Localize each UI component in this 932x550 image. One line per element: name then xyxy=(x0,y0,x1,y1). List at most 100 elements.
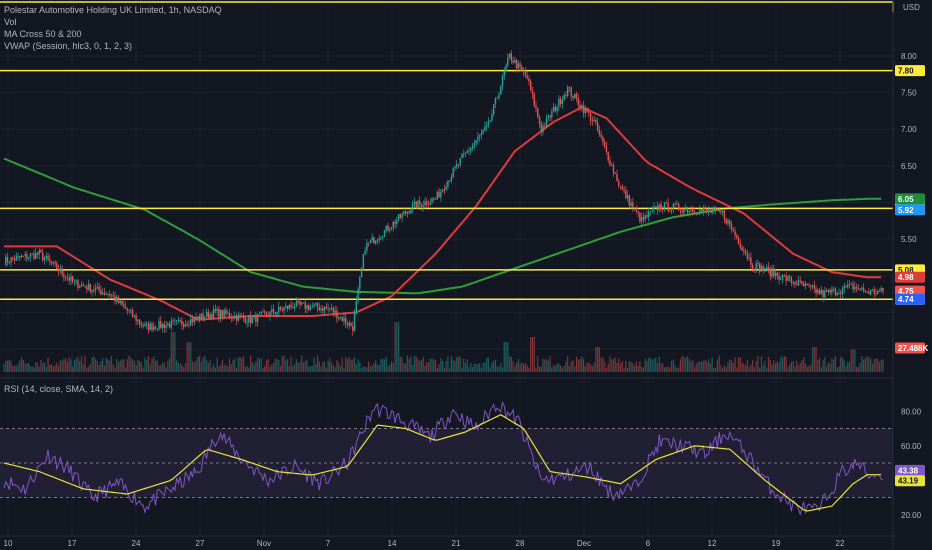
candle-body xyxy=(797,280,800,286)
volume-bar xyxy=(110,356,113,372)
candle-body xyxy=(686,208,689,213)
volume-bar xyxy=(70,359,72,372)
price-tag-bg xyxy=(895,204,925,216)
volume-bar xyxy=(859,362,861,372)
volume-bar xyxy=(154,360,157,372)
candle-body xyxy=(528,78,530,82)
volume-bar xyxy=(207,362,209,372)
volume-bar xyxy=(302,362,305,372)
volume-bar xyxy=(882,359,884,372)
volume-bar xyxy=(397,322,400,372)
volume-bar xyxy=(745,365,747,372)
volume-bar xyxy=(147,355,150,372)
candle-body xyxy=(153,326,155,331)
candle-body xyxy=(625,190,627,199)
volume-bar xyxy=(371,365,373,372)
candle-body xyxy=(457,164,460,166)
candle-body xyxy=(242,315,245,319)
rsi-pane[interactable] xyxy=(0,400,893,516)
candle-body xyxy=(63,274,65,278)
volume-bar xyxy=(96,361,98,372)
time-tick-label: Nov xyxy=(257,539,271,548)
candle-body xyxy=(626,195,629,199)
candle-body xyxy=(875,293,877,295)
candle-body xyxy=(214,309,217,312)
volume-bar xyxy=(563,366,565,372)
candle-body xyxy=(10,257,12,263)
candle-body xyxy=(716,208,719,211)
candle-body xyxy=(609,160,611,166)
candle-body xyxy=(501,75,504,87)
candle-body xyxy=(13,258,16,261)
volume-bar xyxy=(716,359,719,372)
volume-bar xyxy=(98,365,100,372)
volume-bar xyxy=(741,362,743,372)
candle-body xyxy=(831,289,833,293)
candle-body xyxy=(43,258,46,261)
volume-bar xyxy=(114,367,116,372)
volume-bar xyxy=(818,357,821,372)
volume-bar xyxy=(651,359,653,372)
volume-bar xyxy=(686,356,689,372)
candle-body xyxy=(133,315,136,317)
volume-bar xyxy=(160,364,162,372)
volume-bar xyxy=(572,360,574,372)
volume-bar xyxy=(22,359,24,372)
volume-bar xyxy=(630,361,632,372)
volume-bar xyxy=(68,357,70,372)
volume-bar xyxy=(505,342,507,372)
volume-bar xyxy=(551,367,553,372)
volume-bar xyxy=(667,366,669,372)
candle-body xyxy=(45,255,47,259)
candle-body xyxy=(128,310,130,312)
volume-bar xyxy=(577,359,579,372)
volume-bar xyxy=(336,360,338,372)
volume-bar xyxy=(473,364,475,372)
candle-body xyxy=(637,211,639,213)
candle-body xyxy=(40,250,42,253)
candle-body xyxy=(600,134,602,138)
candle-body xyxy=(871,289,874,291)
candle-body xyxy=(387,225,389,231)
volume-bar xyxy=(65,358,67,372)
volume-bar xyxy=(468,366,470,372)
candle-body xyxy=(131,309,134,317)
volume-bar xyxy=(663,367,666,372)
candle-body xyxy=(764,270,766,272)
candle-body xyxy=(50,261,53,264)
candle-body xyxy=(204,316,206,319)
volume-bar xyxy=(246,365,248,372)
volume-bar xyxy=(671,360,673,372)
candle-body xyxy=(93,289,95,291)
volume-bar xyxy=(59,360,61,372)
candle-body xyxy=(707,209,710,212)
volume-bar xyxy=(489,367,491,372)
candle-body xyxy=(380,237,382,239)
candle-body xyxy=(730,224,733,230)
candle-body xyxy=(91,289,93,292)
volume-bar xyxy=(579,358,581,372)
volume-bar xyxy=(581,356,583,372)
price-tag: 4.74 xyxy=(898,295,914,304)
volume-bar xyxy=(117,361,120,372)
candle-body xyxy=(292,306,294,309)
candle-body xyxy=(847,284,849,288)
candle-body xyxy=(5,257,7,266)
candle-body xyxy=(699,209,701,214)
candle-body xyxy=(628,195,631,206)
candle-body xyxy=(31,253,33,255)
candle-body xyxy=(681,210,683,213)
volume-bar xyxy=(343,367,345,372)
candle-body xyxy=(269,311,271,317)
candle-body xyxy=(512,60,514,63)
volume-bar xyxy=(834,356,837,372)
volume-bar xyxy=(685,357,687,372)
candle-body xyxy=(866,291,868,293)
candle-body xyxy=(748,257,750,259)
volume-bar xyxy=(450,356,453,372)
candle-body xyxy=(26,253,28,259)
candlesticks[interactable] xyxy=(5,50,884,336)
volume-bar xyxy=(434,360,437,372)
